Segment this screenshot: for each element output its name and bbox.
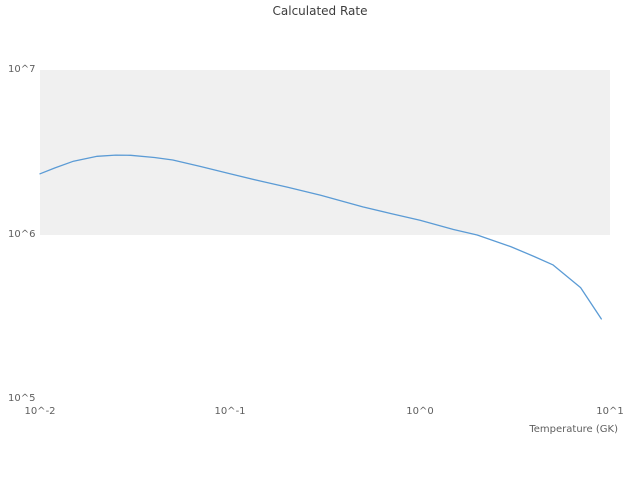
y-tick-label-1e5: 10^5 [8,393,36,404]
decade-band [40,70,610,235]
x-tick-label-1e1: 10^1 [596,406,624,417]
x-tick-label-1e0: 10^0 [406,406,434,417]
chart-title: Calculated Rate [272,4,368,18]
x-tick-label-1e-1: 10^-1 [214,406,246,417]
x-tick-label-1e-2: 10^-2 [24,406,56,417]
x-axis-title: Temperature (GK) [529,424,618,435]
y-tick-label-1e6: 10^6 [8,229,36,240]
y-tick-label-1e7: 10^7 [8,64,36,75]
rate-line [39,154,602,320]
